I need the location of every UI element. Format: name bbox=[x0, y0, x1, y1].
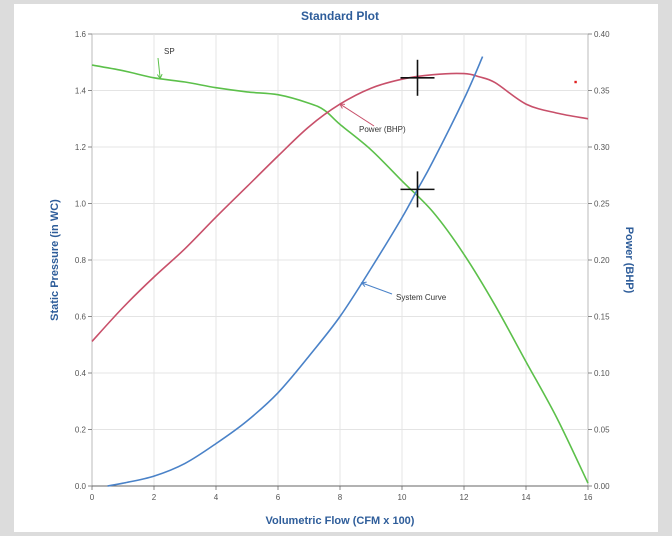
sp-annotation-leader bbox=[157, 57, 161, 79]
x-tick-label: 10 bbox=[398, 493, 407, 502]
y-right-tick-label: 0.05 bbox=[594, 426, 610, 435]
axes: 0 2 4 6 8 10 12 14 16 0.0 0.2 0.4 0.6 0.8 1.0 1.2 1.4 1.6… bbox=[75, 30, 610, 502]
system-curve-annotation-leader bbox=[361, 282, 393, 295]
power-annotation-leader bbox=[339, 103, 375, 127]
x-tick-label: 2 bbox=[152, 493, 157, 502]
y-left-tick-label: 0.8 bbox=[75, 256, 87, 265]
x-tick-label: 14 bbox=[522, 493, 531, 502]
y-right-tick-label: 0.15 bbox=[594, 313, 610, 322]
sp-annotation: SP bbox=[164, 47, 175, 56]
y-left-tick-label: 1.0 bbox=[75, 200, 87, 209]
x-tick-label: 0 bbox=[90, 493, 95, 502]
x-tick-label: 6 bbox=[276, 493, 281, 502]
y-right-tick-label: 0.10 bbox=[594, 369, 610, 378]
series-group bbox=[91, 56, 589, 487]
standard-plot-chart: 0 2 4 6 8 10 12 14 16 0.0 0.2 0.4 0.6 0.8 1.0 1.2 1.4 1.6… bbox=[49, 9, 635, 527]
y-right-tick-label: 0.30 bbox=[594, 143, 610, 152]
y-left-axis-label: Static Pressure (in WC) bbox=[49, 199, 61, 321]
x-tick-label: 16 bbox=[584, 493, 593, 502]
sp-annotation-arrowhead bbox=[156, 73, 163, 80]
chart-frame: 0 2 4 6 8 10 12 14 16 0.0 0.2 0.4 0.6 0.8 1.0 1.2 1.4 1.6… bbox=[14, 4, 658, 532]
y-left-tick-label: 1.4 bbox=[75, 87, 87, 96]
system-curve-series-line bbox=[107, 56, 484, 487]
x-tick-label: 4 bbox=[214, 493, 219, 502]
x-axis-label: Volumetric Flow (CFM x 100) bbox=[266, 515, 415, 527]
y-left-tick-label: 0.0 bbox=[75, 482, 87, 491]
y-right-axis-label: Power (BHP) bbox=[623, 227, 635, 294]
y-right-tick-label: 0.20 bbox=[594, 256, 610, 265]
y-right-tick-label: 0.40 bbox=[594, 30, 610, 39]
y-right-tick-label: 0.00 bbox=[594, 482, 610, 491]
chart-title: Standard Plot bbox=[301, 9, 379, 23]
red-marker-point bbox=[574, 80, 577, 84]
y-left-tick-label: 1.2 bbox=[75, 143, 87, 152]
y-left-tick-label: 0.6 bbox=[75, 313, 87, 322]
sp-series-line bbox=[91, 64, 589, 484]
power-annotation-arrowhead bbox=[339, 103, 346, 109]
system-curve-annotation: System Curve bbox=[396, 293, 447, 302]
y-right-tick-label: 0.25 bbox=[594, 200, 610, 209]
y-left-tick-label: 0.2 bbox=[75, 426, 87, 435]
system-curve-annotation-arrowhead bbox=[360, 281, 367, 287]
x-tick-label: 12 bbox=[460, 493, 469, 502]
y-right-tick-label: 0.35 bbox=[594, 87, 610, 96]
annotations-group: SP Power (BHP) System Curve bbox=[156, 47, 577, 302]
y-left-tick-label: 0.4 bbox=[75, 369, 87, 378]
power-annotation: Power (BHP) bbox=[359, 125, 406, 134]
x-tick-label: 8 bbox=[338, 493, 343, 502]
power-series-line bbox=[91, 72, 589, 342]
y-left-tick-label: 1.6 bbox=[75, 30, 87, 39]
